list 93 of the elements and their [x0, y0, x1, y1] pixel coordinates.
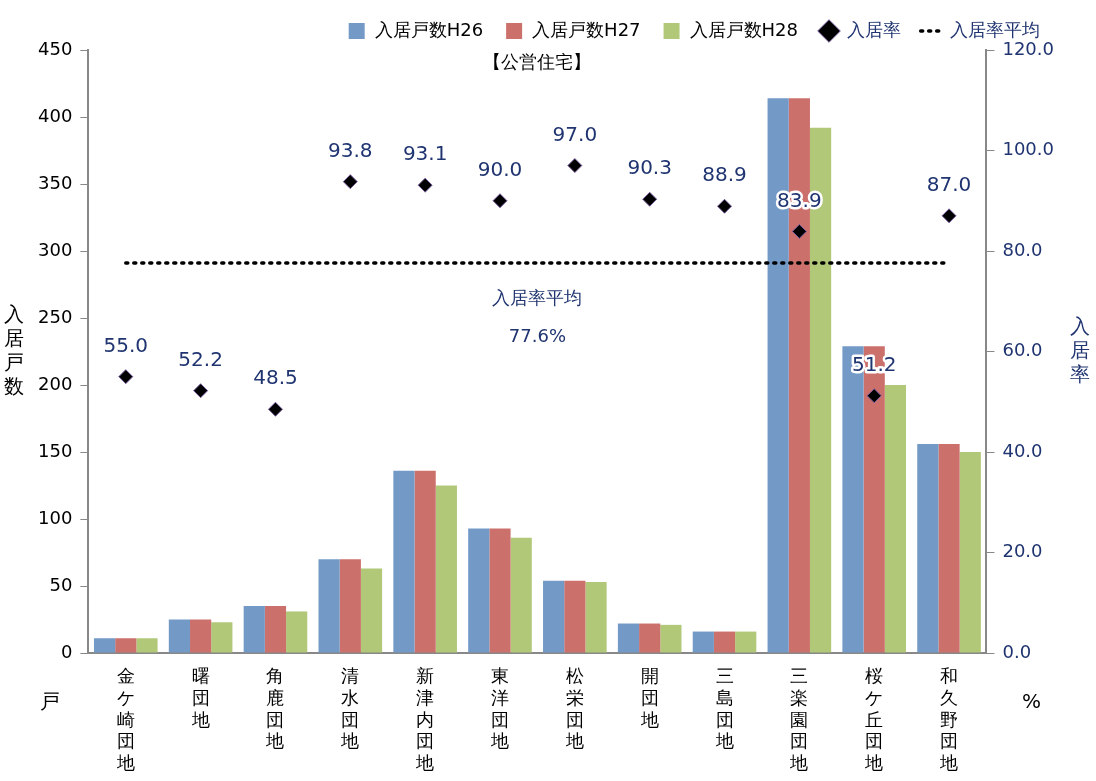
bar [713, 631, 736, 653]
point [193, 383, 209, 399]
bar [339, 559, 361, 653]
bar [959, 452, 981, 653]
y-tick-label: 250 [38, 305, 73, 327]
x-tick-label: 松栄団地 [564, 665, 584, 752]
y-tick-label: 200 [38, 372, 73, 394]
bar [639, 623, 661, 653]
bar [510, 537, 532, 653]
point [118, 369, 134, 385]
y-tick-label: 300 [38, 238, 73, 260]
y2-tick-label: 20.0 [1002, 540, 1043, 562]
bar [264, 606, 287, 653]
chart-title: 【公営住宅】 [483, 50, 592, 72]
y2-tick-label: 40.0 [1002, 439, 1043, 461]
x-tick-label: 東洋団地 [489, 665, 509, 752]
y2-tick-label: 80.0 [1002, 238, 1043, 260]
bar [211, 622, 233, 653]
bar [884, 385, 907, 653]
x-tick-label: 和久野団地 [939, 665, 959, 773]
data-label: 90.0 [477, 156, 523, 181]
x-tick-label: 桜ケ丘団地 [864, 665, 884, 773]
bar [435, 485, 457, 653]
bar [917, 443, 939, 653]
bar [93, 638, 116, 653]
bar [318, 559, 340, 653]
data-label: 93.8 [328, 137, 373, 162]
bar [168, 619, 191, 653]
y2-tick-label: 0.0 [1002, 640, 1032, 662]
x-tick-label: 新津内団地 [415, 665, 435, 773]
bar [468, 528, 490, 653]
bar [243, 606, 265, 653]
x-tick-label: 角鹿団地 [265, 665, 285, 752]
bar [938, 443, 960, 653]
bar [660, 624, 682, 653]
bar [543, 580, 565, 653]
point [642, 191, 658, 207]
legend-label: 入居率平均 [950, 18, 1040, 40]
bar [115, 638, 137, 653]
data-label: 87.0 [926, 172, 972, 197]
point [492, 193, 508, 209]
legend-label: 入居戸数H26 [374, 18, 484, 40]
y-tick-label: 0 [60, 640, 73, 662]
x-tick-label: 三楽園団地 [789, 665, 809, 773]
data-label: 90.3 [627, 155, 672, 180]
legend-label: 入居戸数H28 [689, 18, 799, 40]
y-tick-label: 350 [38, 171, 73, 193]
point [567, 158, 583, 174]
bar [286, 611, 308, 653]
bar [393, 470, 415, 653]
text: % [1021, 689, 1041, 714]
point [342, 174, 358, 190]
data-label: 52.2 [178, 346, 223, 371]
point [941, 208, 957, 224]
y2-tick-label: 100.0 [1002, 138, 1054, 160]
data-label: 88.9 [702, 162, 747, 187]
legend-label: 入居率 [847, 18, 901, 40]
bar [735, 631, 757, 653]
bar [617, 623, 640, 653]
legend-label: 入居戸数H27 [532, 18, 641, 40]
data-label: 93.1 [402, 141, 448, 166]
y-tick-label: 50 [49, 573, 73, 595]
text: 戸 [40, 689, 61, 714]
y-tick-label: 400 [38, 104, 73, 126]
bar [692, 631, 714, 653]
bar [414, 470, 436, 653]
data-label: 97.0 [552, 121, 598, 146]
bar [190, 619, 212, 653]
point [417, 177, 433, 193]
y-tick-label: 150 [38, 439, 73, 461]
point [791, 223, 807, 239]
point [717, 198, 733, 214]
y-tick-label: 100 [38, 506, 73, 528]
bar [564, 580, 586, 653]
data-label: 55.0 [103, 332, 149, 357]
data-label: 48.5 [253, 365, 298, 390]
bar [136, 638, 158, 653]
x-tick-label: 三島団地 [714, 665, 734, 752]
annotation: 77.6% [508, 324, 567, 346]
y2-axis-title: 入居率 [1070, 313, 1090, 386]
y-axis-title: 入居戸数 [4, 301, 24, 398]
y-tick-label: 450 [38, 37, 73, 59]
annotation: 入居率平均 [492, 286, 583, 308]
x-tick-label: 金ケ崎団地 [115, 665, 135, 773]
bar [489, 528, 511, 653]
point [866, 388, 882, 404]
x-tick-label: 清水団地 [340, 665, 360, 752]
x-tick-label: 開団地 [639, 665, 659, 730]
bar [585, 581, 607, 653]
y2-tick-label: 60.0 [1002, 339, 1043, 361]
point [267, 401, 283, 417]
bar [360, 568, 383, 653]
x-tick-label: 曙団地 [190, 665, 210, 730]
